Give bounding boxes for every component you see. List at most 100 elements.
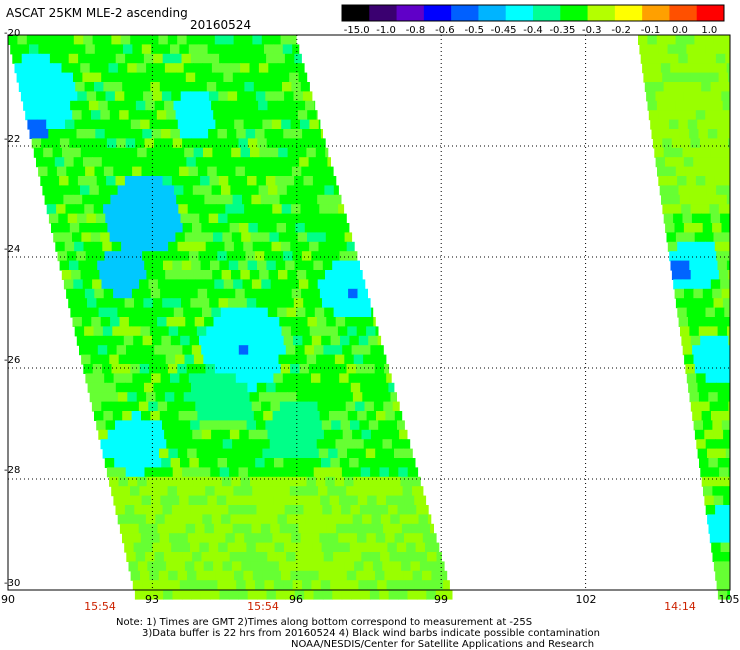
swath-pixel (425, 542, 435, 553)
swath-pixel (48, 129, 59, 139)
swath-pixel (200, 138, 211, 149)
swath-pixel (156, 561, 167, 572)
swath-pixel (248, 345, 259, 356)
swath-pixel (718, 270, 729, 280)
swath-pixel (675, 232, 686, 243)
swath-pixel (71, 147, 82, 158)
swath-pixel (667, 176, 678, 186)
swath-pixel (85, 373, 96, 384)
swath-pixel (97, 382, 107, 393)
swath-pixel (103, 288, 114, 299)
swath-pixel (321, 420, 332, 431)
swath-pixel (372, 354, 383, 365)
swath-pixel (147, 439, 158, 450)
swath-pixel (155, 63, 166, 74)
swath-pixel (339, 580, 350, 591)
swath-pixel (231, 232, 242, 243)
swath-pixel (153, 589, 164, 600)
swath-pixel (192, 429, 203, 440)
colorbar-label: -0.35 (549, 25, 576, 36)
swath-pixel (258, 307, 269, 318)
swath-pixel (269, 317, 280, 327)
swath-pixel (642, 63, 653, 74)
swath-pixel (350, 298, 361, 309)
swath-pixel (689, 129, 700, 139)
swath-pixel (247, 138, 258, 149)
swath-pixel (308, 279, 319, 290)
swath-pixel (124, 176, 135, 186)
swath-pixel (101, 157, 112, 168)
swath-pixel (209, 176, 220, 186)
swath-pixel (193, 354, 204, 365)
swath-pixel (288, 317, 299, 327)
swath-pixel (155, 185, 166, 196)
swath-pixel (713, 35, 724, 45)
swath-pixel (696, 373, 707, 384)
swath-pixel (728, 138, 730, 149)
swath-pixel (169, 166, 180, 177)
swath-pixel (265, 91, 276, 102)
swath-pixel (8, 35, 18, 45)
swath-pixel (289, 194, 299, 205)
swath-pixel (203, 439, 214, 450)
swath-pixel (217, 44, 227, 55)
swath-pixel (255, 580, 265, 591)
swath-pixel (31, 138, 42, 149)
swath-pixel (698, 392, 709, 403)
swath-pixel (81, 232, 92, 243)
swath-pixel (102, 241, 113, 252)
swath-pixel (74, 204, 85, 215)
swath-pixel (70, 63, 81, 74)
swath-pixel (54, 72, 65, 83)
swath-pixel (722, 298, 730, 309)
swath-pixel (98, 429, 109, 440)
swath-pixel (108, 63, 119, 74)
swath-pixel (46, 204, 57, 215)
swath-pixel (272, 204, 283, 215)
swath-pixel (310, 495, 321, 506)
swath-pixel (677, 110, 687, 121)
swath-pixel (221, 392, 232, 403)
swath-pixel (267, 100, 278, 111)
swath-pixel (120, 486, 131, 497)
swath-pixel (300, 411, 311, 421)
swath-pixel (163, 260, 173, 271)
swath-pixel (64, 35, 75, 45)
swath-pixel (171, 91, 182, 102)
swath-pixel (258, 100, 269, 111)
swath-pixel (276, 223, 287, 233)
swath-pixel (683, 223, 694, 233)
swath-pixel (652, 138, 663, 149)
swath-pixel (163, 138, 174, 149)
swath-pixel (323, 467, 334, 478)
swath-pixel (727, 458, 730, 468)
swath-pixel (228, 589, 239, 600)
swath-pixel (250, 232, 261, 243)
swath-pixel (339, 495, 349, 506)
swath-pixel (202, 63, 213, 74)
swath-pixel (242, 72, 253, 83)
swath-pixel (330, 580, 341, 591)
swath-pixel (132, 580, 143, 591)
swath-pixel (177, 570, 188, 581)
swath-pixel (95, 335, 106, 346)
swath-pixel (713, 561, 724, 572)
swath-pixel (147, 561, 158, 572)
swath-pixel (716, 382, 727, 393)
swath-pixel (658, 44, 669, 55)
swath-pixel (227, 458, 237, 468)
swath-pixel (325, 476, 336, 487)
swath-pixel (158, 35, 169, 45)
swath-pixel (302, 580, 312, 591)
swath-pixel (283, 580, 294, 591)
swath-pixel (696, 439, 707, 450)
swath-pixel (25, 110, 36, 121)
swath-pixel (333, 429, 344, 440)
swath-pixel (261, 401, 272, 412)
swath-pixel (316, 317, 327, 327)
swath-pixel (268, 185, 278, 196)
swath-pixel (290, 448, 301, 459)
swath-pixel (282, 411, 292, 421)
swath-pixel (28, 82, 39, 92)
swath-pixel (698, 129, 709, 139)
